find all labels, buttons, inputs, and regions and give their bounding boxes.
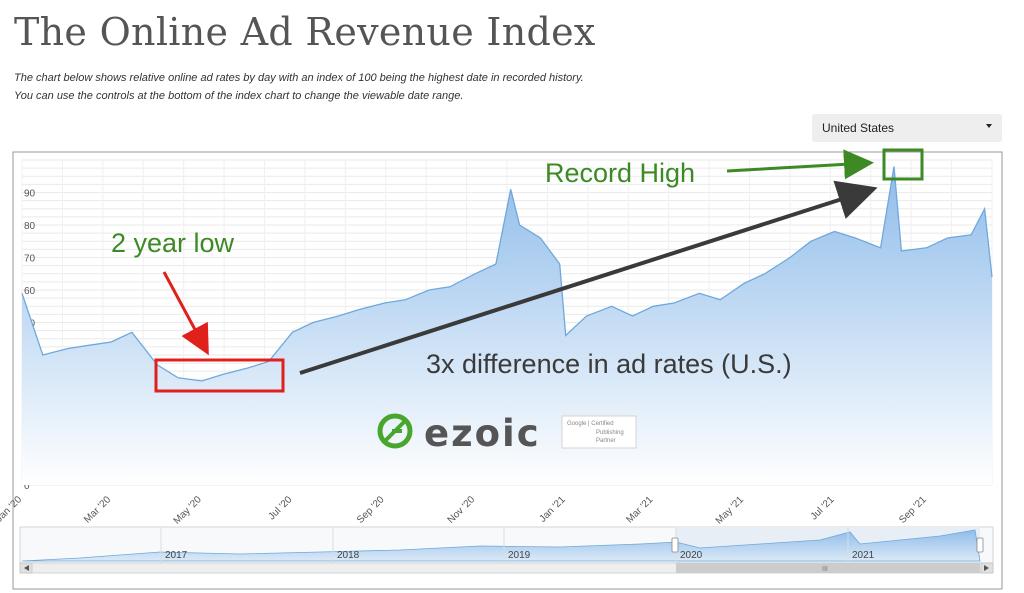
scrollbar-thumb[interactable] [676,563,980,573]
navigator-year-label: 2021 [852,550,875,561]
navigator-year-label: 2019 [508,550,531,561]
high-highlight-box [882,148,924,181]
y-tick-label: 0 [24,481,30,492]
series-line [21,166,993,382]
arrow-green [726,149,874,180]
y-tick-label: 80 [24,221,36,232]
navigator-series [21,529,981,562]
navigator-year-label: 2017 [165,550,188,561]
description-line-1: The chart below shows relative online ad… [14,72,584,84]
y-tick-label: 70 [24,254,36,265]
scrollbar-grip-icon: III [822,566,828,573]
arrow-gray [299,180,878,375]
page-title: The Online Ad Revenue Index [14,10,596,54]
navigator-handle-right[interactable] [976,537,984,553]
y-tick-label: 60 [24,286,36,297]
ezoic-logo: ezoic [377,412,541,455]
y-tick-label: 90 [24,189,36,200]
ezoic-logo-text: ezoic [424,412,541,455]
badge-line-2: Publishing [596,430,624,436]
arrow-red [162,271,209,356]
country-select-value: United States [822,121,895,135]
chevron-right-icon [984,565,989,571]
navigator-year-label: 2020 [680,550,703,561]
date-navigator[interactable]: 2017 2018 2019 2020 2021 [19,526,994,564]
chevron-left-icon [24,565,29,571]
navigator-handle-left[interactable] [671,537,679,553]
navigator-scrollbar[interactable]: III [19,562,994,574]
navigator-year-label: 2018 [337,550,360,561]
description-line-2: You can use the controls at the bottom o… [14,90,464,102]
badge-line-1: Google | Certified [567,421,614,427]
annotation-record-high: Record High [545,158,695,188]
annotation-difference: 3x difference in ad rates (U.S.) [426,349,792,379]
caret-down-icon [986,124,992,128]
low-highlight-box [154,358,285,393]
series-area [22,166,992,485]
google-partner-badge [561,415,637,449]
ezoic-logo-mark [377,413,413,449]
badge-line-3: Partner [596,438,616,444]
country-select[interactable]: United States [812,114,1002,142]
annotation-two-year-low: 2 year low [111,228,235,258]
